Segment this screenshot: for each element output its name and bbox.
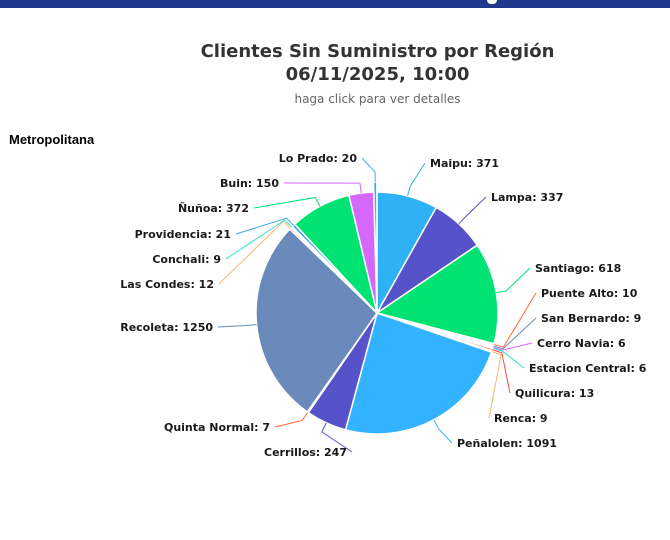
connector-quinta-normal [274, 411, 309, 428]
chart-title-line2: 06/11/2025, 10:00 [285, 64, 470, 85]
slice-label-quilicura: Quilicura: 13 [515, 387, 594, 400]
slice-label-cerro-navia: Cerro Navia: 6 [537, 337, 626, 350]
connector-renca [488, 351, 502, 419]
pie-slice-recoleta[interactable] [255, 228, 378, 413]
connector-cerrillos [321, 422, 353, 453]
connector-penalolen [433, 419, 453, 444]
connector-lampa [458, 196, 487, 225]
connector-buin [283, 182, 362, 194]
slice-label-cerrillos: Cerrillos: 247 [264, 446, 347, 459]
slice-label-recoleta: Recoleta: 1250 [120, 321, 213, 334]
connector-santiago [496, 267, 531, 294]
pie-slice-santiago[interactable] [375, 244, 499, 345]
slice-label-conchali: Conchali: 9 [152, 253, 221, 266]
connector-nunoa [253, 196, 321, 209]
top-bar [0, 0, 670, 8]
connector-lo-prado [361, 157, 376, 183]
connector-estacion-central [492, 347, 525, 369]
pie-slice-lo-prado[interactable] [372, 181, 378, 304]
connector-providencia [235, 217, 294, 235]
slice-label-lampa: Lampa: 337 [491, 191, 563, 204]
slice-label-estacion-central: Estacion Central: 6 [529, 362, 647, 375]
pie-slice-penalolen[interactable] [344, 312, 493, 435]
chart-title: Clientes Sin Suministro por Región 06/11… [0, 40, 670, 86]
chart-title-line1: Clientes Sin Suministro por Región [200, 41, 555, 62]
slice-label-lo-prado: Lo Prado: 20 [279, 152, 358, 165]
connector-maipu [407, 162, 426, 197]
connector-cerro-navia [492, 342, 533, 351]
connector-puente-alto [493, 292, 537, 348]
slice-label-providencia: Providencia: 21 [135, 228, 231, 241]
connector-conchali [225, 219, 293, 260]
connector-quilicura [492, 349, 511, 394]
slice-label-san-bernardo: San Bernardo: 9 [541, 312, 641, 325]
slice-label-buin: Buin: 150 [220, 177, 279, 190]
slice-label-nunoa: Ñuñoa: 372 [178, 202, 249, 215]
slice-label-quinta-normal: Quinta Normal: 7 [164, 421, 270, 434]
connector-san-bernardo [493, 317, 537, 350]
slice-label-santiago: Santiago: 618 [535, 262, 621, 275]
slice-label-penalolen: Peñalolen: 1091 [457, 437, 557, 450]
slice-label-renca: Renca: 9 [494, 412, 548, 425]
slice-label-maipu: Maipu: 371 [430, 157, 499, 170]
chart-subtitle: haga click para ver detalles [294, 92, 461, 106]
slice-label-puente-alto: Puente Alto: 10 [541, 287, 638, 300]
connector-recoleta [217, 324, 257, 328]
top-bar-mark [487, 0, 497, 4]
region-label: Metropolitana [9, 132, 95, 147]
slice-label-las-condes: Las Condes: 12 [120, 278, 214, 291]
